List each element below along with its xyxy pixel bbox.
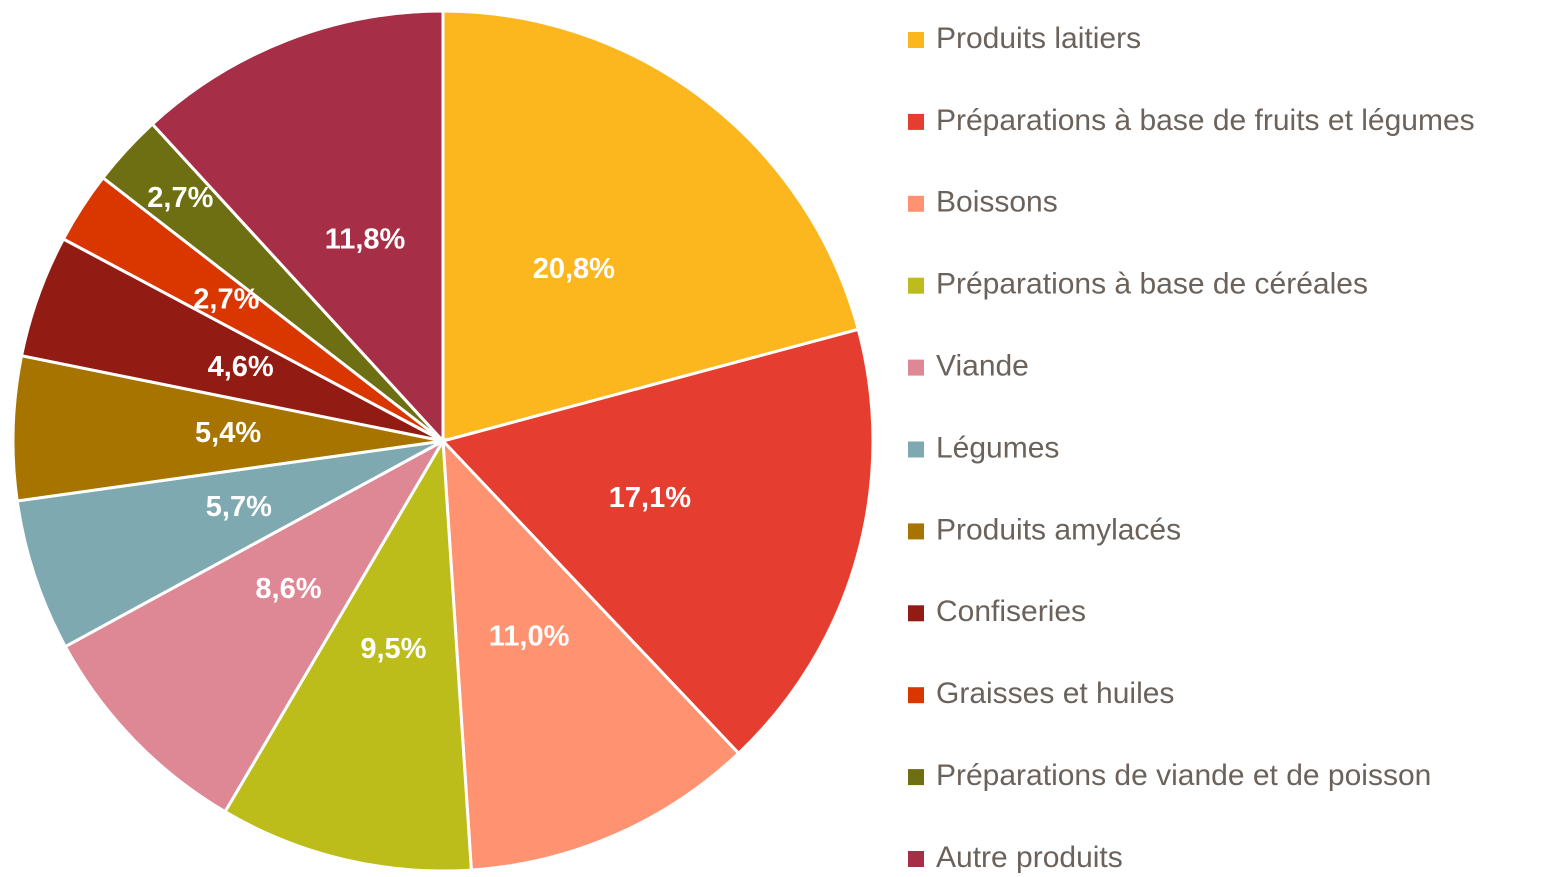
legend-label: Graisses et huiles xyxy=(936,677,1174,710)
legend-label: Boissons xyxy=(936,186,1058,219)
legend-label: Préparations de viande et de poisson xyxy=(936,759,1431,792)
data-label: 5,4% xyxy=(195,417,261,449)
data-label: 4,6% xyxy=(208,351,274,383)
data-label: 9,5% xyxy=(360,633,426,665)
legend-label: Autre produits xyxy=(936,841,1123,874)
legend-swatch xyxy=(908,523,924,540)
data-label: 17,1% xyxy=(609,482,691,514)
data-label: 20,8% xyxy=(533,253,615,285)
pie-slice xyxy=(441,436,741,872)
data-label: 2,7% xyxy=(193,284,259,316)
legend-label: Confiseries xyxy=(936,595,1086,628)
data-label: 11,0% xyxy=(489,621,570,653)
legend-swatch xyxy=(908,113,924,130)
data-label: 8,6% xyxy=(255,573,321,605)
legend-swatch xyxy=(908,32,924,48)
pie-slice xyxy=(441,9,861,443)
pie-slice xyxy=(63,437,448,814)
data-label: 2,7% xyxy=(147,182,213,214)
pie-slice xyxy=(15,439,444,649)
legend-swatch xyxy=(908,441,924,458)
legend-label: Produits laitiers xyxy=(936,22,1141,55)
pie-slice xyxy=(440,327,875,756)
legend-label: Préparations à base de fruits et légumes xyxy=(936,104,1475,137)
legend-label: Viande xyxy=(936,350,1029,383)
legend-label: Légumes xyxy=(936,431,1059,464)
legend-swatch xyxy=(908,687,924,704)
legend-swatch xyxy=(908,277,924,294)
legend-swatch xyxy=(908,359,924,376)
legend-swatch xyxy=(908,769,924,786)
pie-slice xyxy=(223,436,473,873)
pie-slice xyxy=(11,353,444,503)
data-label: 5,7% xyxy=(206,491,272,523)
pie-slice xyxy=(150,9,445,445)
legend-swatch xyxy=(908,605,924,622)
legend-swatch xyxy=(908,851,924,867)
legend-label: Produits amylacés xyxy=(936,513,1181,546)
legend-swatch xyxy=(908,195,924,212)
data-label: 11,8% xyxy=(325,223,406,255)
legend-label: Préparations à base de céréales xyxy=(936,268,1368,301)
